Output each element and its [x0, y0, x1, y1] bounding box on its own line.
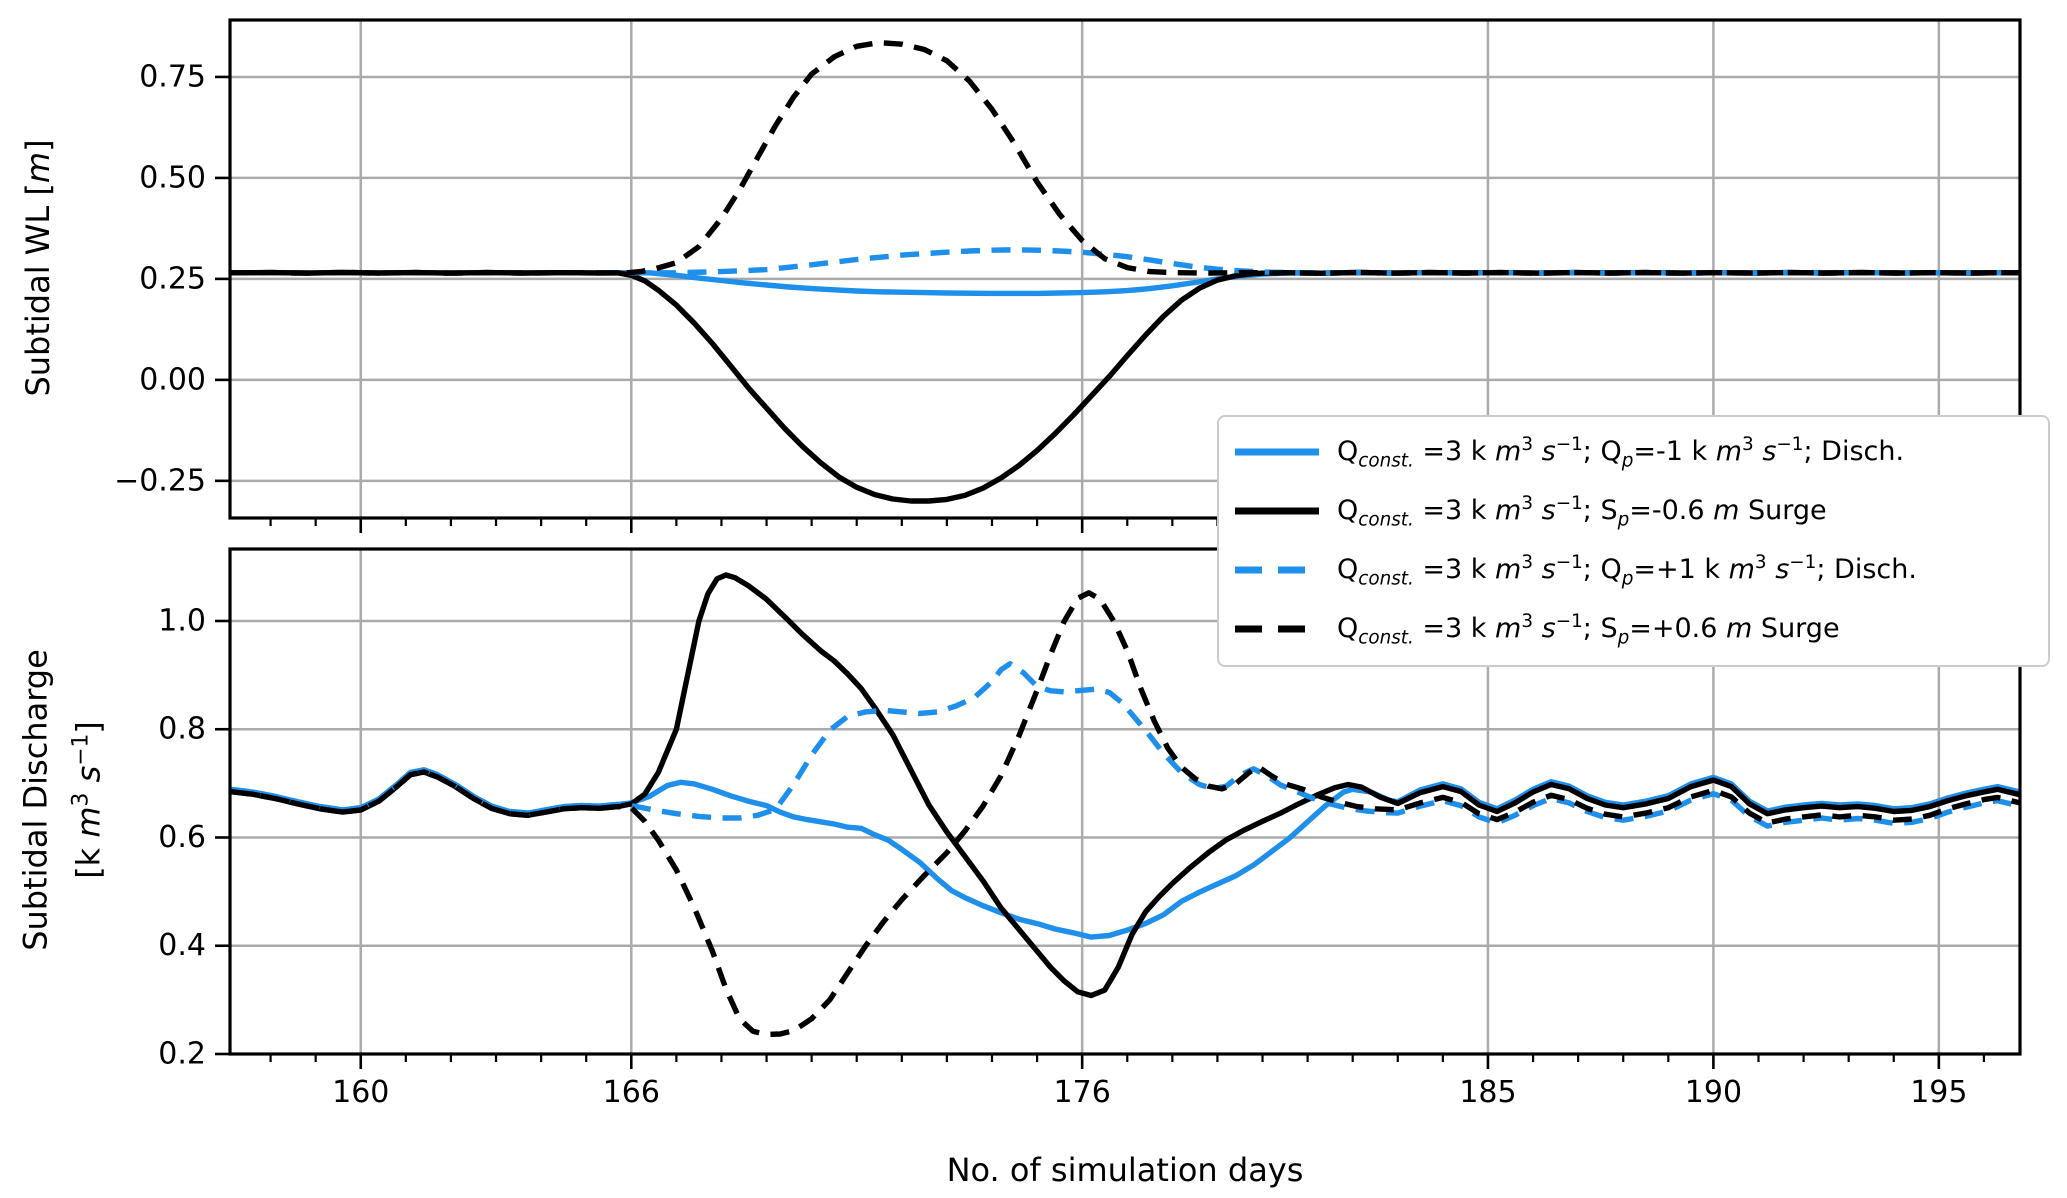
y-tick-label: 0.25 [139, 261, 206, 296]
x-tick-label: 190 [1685, 1075, 1742, 1110]
y-axis-label-discharge-units: [k m3 s−1] [68, 721, 108, 879]
axes-frame-wl [228, 18, 2022, 520]
legend: Qconst. =3 k m3 s−1; Qp=-1 k m3 s−1; Dis… [1217, 415, 2050, 667]
y-tick-label: 1.0 [158, 603, 206, 638]
legend-item-black_dashed: Qconst. =3 k m3 s−1; Sp=+0.6 m Surge [1233, 611, 2034, 648]
y-axis-label-subtidal-wl: Subtidal WL [m] [19, 139, 57, 397]
blue-dashed-line-sample [1235, 566, 1319, 574]
y-tick-label: −0.25 [114, 463, 206, 498]
series-wl-q-plus1 [230, 247, 2020, 276]
x-tick-label: 185 [1459, 1075, 1516, 1110]
x-tick-label: 166 [603, 1075, 660, 1110]
series-wl-s-plus06 [230, 39, 2020, 276]
x-tick-label: 195 [1910, 1075, 1967, 1110]
legend-item-blue_solid: Qconst. =3 k m3 s−1; Qp=-1 k m3 s−1; Dis… [1233, 434, 2034, 471]
series-q-q-minus1 [230, 767, 2020, 940]
legend-label: Qconst. =3 k m3 s−1; Qp=+1 k m3 s−1; Dis… [1337, 551, 1917, 590]
y-tick-label: 0.2 [158, 1037, 206, 1072]
legend-label: Qconst. =3 k m3 s−1; Sp=+0.6 m Surge [1337, 610, 1840, 649]
series-q-s-plus06 [230, 590, 2020, 1038]
black-solid-line-sample [1235, 507, 1319, 515]
y-tick-label: 0.00 [139, 362, 206, 397]
y-axis-label-discharge-line1: Subtidal Discharge [16, 649, 55, 951]
x-axis-label: No. of simulation days [946, 1151, 1304, 1189]
y-axis-label-subtidal-discharge: Subtidal Discharge [k m3 s−1] [13, 649, 112, 951]
black-dashed-line-sample [1235, 625, 1319, 633]
legend-label: Qconst. =3 k m3 s−1; Sp=-0.6 m Surge [1337, 492, 1827, 531]
legend-item-blue_dashed: Qconst. =3 k m3 s−1; Qp=+1 k m3 s−1; Dis… [1233, 552, 2034, 589]
y-tick-label: 0.8 [158, 712, 206, 747]
axes-frame-discharge [228, 547, 2022, 1056]
legend-item-black_solid: Qconst. =3 k m3 s−1; Sp=-0.6 m Surge [1233, 493, 2034, 530]
blue-solid-line-sample [1235, 448, 1319, 456]
y-tick-label: 0.75 [139, 59, 206, 94]
y-tick-label: 0.6 [158, 820, 206, 855]
y-tick-label: 0.4 [158, 928, 206, 963]
y-tick-label: 0.50 [139, 160, 206, 195]
x-tick-label: 176 [1054, 1075, 1111, 1110]
x-tick-label: 160 [332, 1075, 389, 1110]
legend-label: Qconst. =3 k m3 s−1; Qp=-1 k m3 s−1; Dis… [1337, 433, 1905, 472]
